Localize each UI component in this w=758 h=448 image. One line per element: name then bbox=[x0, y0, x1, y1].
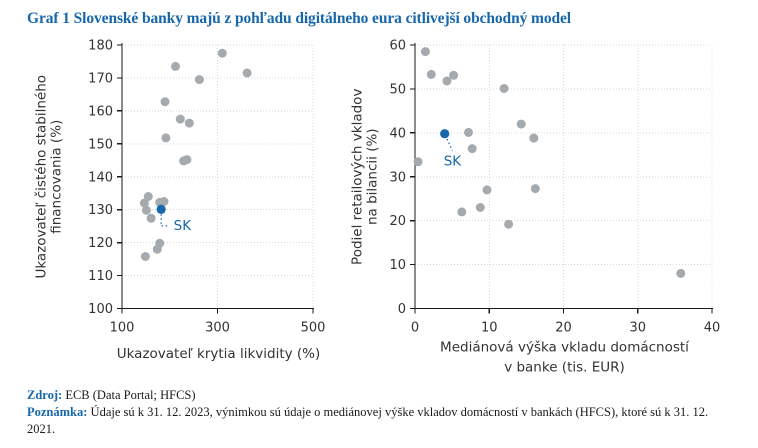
data-point bbox=[499, 84, 509, 93]
x-axis-title: v banke (tis. EUR) bbox=[504, 360, 625, 376]
sk-data-point bbox=[440, 129, 450, 139]
note-label: Poznámka: bbox=[27, 405, 88, 419]
y-tick-label: 130 bbox=[88, 203, 113, 218]
data-point bbox=[529, 133, 539, 143]
data-point bbox=[442, 76, 452, 86]
source-text: ECB (Data Portal; HFCS) bbox=[65, 388, 196, 402]
y-tick-label: 120 bbox=[88, 236, 113, 251]
y-axis-title: Ukazovateľ čistého stabilnéhofinancovani… bbox=[34, 75, 65, 279]
x-tick-label: 500 bbox=[301, 321, 326, 336]
note-text: Údaje sú k 31. 12. 2023, výnimkou sú úda… bbox=[27, 405, 709, 436]
figure-title: Graf 1 Slovenské banky majú z pohľadu di… bbox=[27, 10, 571, 27]
left-chart: 100 110 120 130 140 150 160 170 180 100 300 500 Ukaz… bbox=[34, 39, 326, 363]
data-point bbox=[516, 119, 526, 129]
y-tick-label: 60 bbox=[389, 39, 406, 54]
data-point bbox=[420, 47, 430, 57]
right-chart: 0 10 20 30 40 50 60 0 10 20 30 40 Podiel retailových… bbox=[350, 39, 721, 376]
y-tick-label: 170 bbox=[88, 71, 113, 86]
x-tick-label: 20 bbox=[555, 321, 572, 336]
y-tick-label: 30 bbox=[389, 170, 406, 185]
data-point bbox=[467, 144, 477, 154]
data-point bbox=[171, 61, 180, 71]
data-point bbox=[143, 192, 153, 201]
x-axis-title: Mediánová výška vkladu domácností bbox=[440, 340, 690, 356]
data-point bbox=[217, 48, 227, 58]
sk-leader-line bbox=[446, 138, 454, 151]
data-point bbox=[449, 70, 459, 80]
x-tick-label: 300 bbox=[205, 321, 230, 336]
y-axis-title: Podiel retailových vkladovna bilancii (%… bbox=[350, 89, 381, 265]
y-axis-title-line: Podiel retailových vkladov bbox=[350, 89, 366, 265]
y-tick-label: 180 bbox=[88, 39, 113, 54]
x-tick-label: 40 bbox=[704, 321, 721, 336]
source-label: Zdroj: bbox=[27, 388, 63, 402]
sk-label: SK bbox=[444, 154, 463, 170]
data-point bbox=[530, 184, 540, 194]
x-tick-label: 0 bbox=[411, 321, 419, 336]
x-axis-title: Ukazovateľ krytia likvidity (%) bbox=[117, 346, 321, 362]
y-tick-label: 140 bbox=[88, 170, 113, 185]
source-line: Zdroj: ECB (Data Portal; HFCS) bbox=[27, 387, 719, 404]
y-tick-label: 100 bbox=[88, 302, 113, 317]
x-tick-label: 30 bbox=[629, 321, 646, 336]
data-point bbox=[175, 114, 185, 124]
sk-leader-line bbox=[160, 214, 169, 227]
data-point bbox=[155, 238, 165, 248]
sk-label: SK bbox=[174, 218, 193, 234]
y-axis-title-line: financovania (%) bbox=[49, 120, 65, 234]
y-tick-label: 110 bbox=[88, 269, 113, 284]
sk-data-point bbox=[156, 204, 166, 214]
y-tick-label: 20 bbox=[389, 214, 406, 229]
data-point bbox=[141, 205, 151, 215]
data-point bbox=[504, 219, 514, 229]
data-point bbox=[464, 127, 473, 137]
data-point bbox=[194, 75, 204, 85]
data-point bbox=[146, 213, 156, 223]
data-point bbox=[161, 133, 171, 143]
x-tick-label: 10 bbox=[481, 321, 498, 336]
y-tick-label: 50 bbox=[389, 82, 406, 97]
data-point bbox=[140, 252, 150, 261]
data-point bbox=[413, 157, 423, 167]
data-point bbox=[676, 268, 686, 278]
y-tick-label: 0 bbox=[398, 302, 406, 317]
y-axis-title-line: Ukazovateľ čistého stabilného bbox=[34, 75, 50, 279]
x-tick-label: 100 bbox=[110, 321, 135, 336]
data-point bbox=[482, 185, 492, 195]
y-tick-label: 160 bbox=[88, 104, 113, 119]
y-axis-title-line: na bilancii (%) bbox=[365, 128, 381, 225]
data-point bbox=[159, 197, 169, 206]
data-point bbox=[139, 198, 149, 208]
figure-footnote: Zdroj: ECB (Data Portal; HFCS) Poznámka:… bbox=[27, 387, 719, 438]
data-point bbox=[475, 203, 485, 212]
data-point bbox=[184, 118, 194, 128]
note-line: Poznámka: Údaje sú k 31. 12. 2023, výnim… bbox=[27, 404, 719, 438]
y-tick-label: 10 bbox=[389, 258, 406, 273]
data-point bbox=[242, 68, 252, 78]
data-point bbox=[160, 97, 170, 107]
data-point bbox=[426, 69, 436, 79]
data-point bbox=[182, 155, 192, 165]
data-point bbox=[457, 207, 467, 217]
y-tick-label: 150 bbox=[88, 137, 113, 152]
y-tick-label: 40 bbox=[389, 126, 406, 141]
